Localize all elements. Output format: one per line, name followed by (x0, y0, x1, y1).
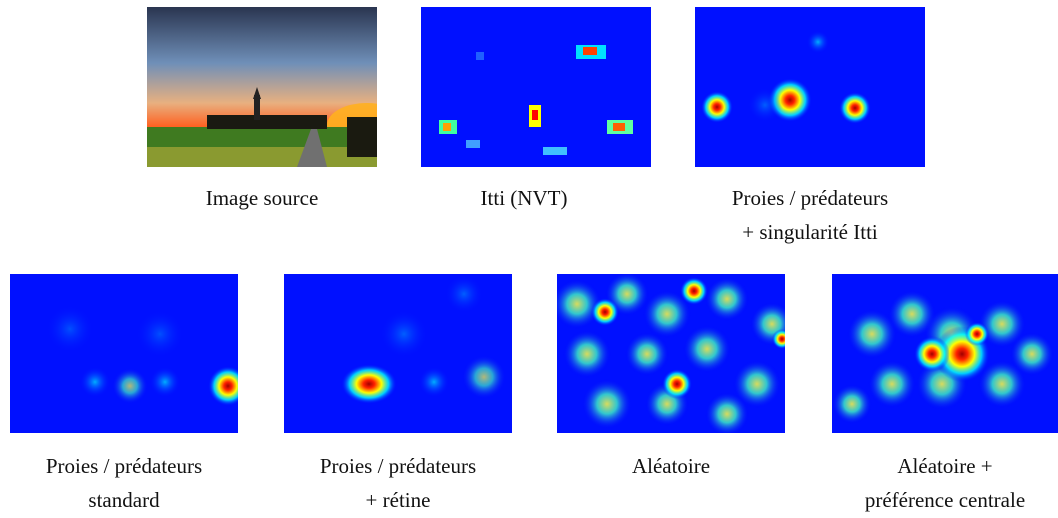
random-center-map (832, 274, 1058, 433)
prey-predator-standard-map (10, 274, 238, 433)
caption: Aléatoire (541, 449, 801, 483)
caption: Proies / prédateurs + rétine (268, 449, 528, 517)
caption: Proies / prédateurs + singularité Itti (680, 181, 940, 249)
prey-predator-itti-map (695, 7, 925, 167)
caption-line: Proies / prédateurs (319, 454, 477, 478)
caption-line: + rétine (365, 488, 431, 512)
caption-line: préférence centrale (864, 488, 1026, 512)
caption: Itti (NVT) (394, 181, 654, 215)
caption-line: + singularité Itti (742, 220, 878, 244)
random-map (557, 274, 785, 433)
caption: Aléatoire + préférence centrale (815, 449, 1058, 517)
caption: Image source (132, 181, 392, 215)
caption-line: standard (88, 488, 160, 512)
caption-line: Aléatoire (631, 454, 711, 478)
caption-line: Proies / prédateurs (45, 454, 203, 478)
itti-map (421, 7, 651, 167)
source-image (147, 7, 377, 167)
caption-line: Itti (NVT) (480, 186, 568, 210)
caption-line: Image source (205, 186, 319, 210)
caption-line: Aléatoire + (897, 454, 993, 478)
caption-line: Proies / prédateurs (731, 186, 889, 210)
caption: Proies / prédateurs standard (0, 449, 254, 517)
prey-predator-retina-map (284, 274, 512, 433)
